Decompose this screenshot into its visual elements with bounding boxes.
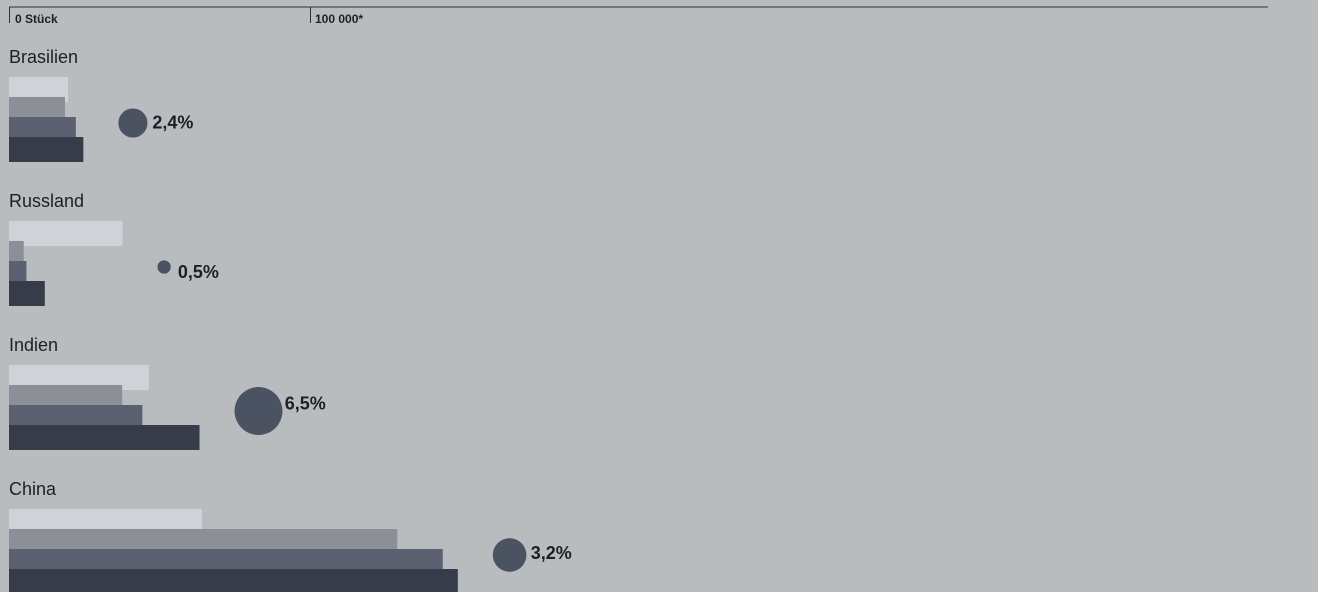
bar-russland-3 (9, 261, 27, 286)
country-label-indien: Indien (9, 335, 58, 355)
percent-label-russland: 0,5% (178, 262, 219, 282)
country-groups: Brasilien 2,4% Russland 0,5% Indien 6,5% China… (9, 47, 572, 592)
bar-russland-4 (9, 281, 45, 306)
country-group-russland: Russland 0,5% (9, 191, 219, 306)
scale-label-zero: 0 Stück (15, 12, 58, 26)
bubble-indien (234, 387, 283, 435)
bar-brasilien-4 (9, 137, 84, 162)
country-label-russland: Russland (9, 191, 84, 211)
bubble-brasilien (118, 108, 148, 138)
scale-label-max: 100 000* (315, 12, 363, 26)
country-group-indien: Indien 6,5% (9, 335, 326, 450)
bubble-china (492, 538, 527, 572)
bar-china-4 (9, 569, 458, 592)
country-group-china: China 3,2% (9, 479, 572, 592)
percent-label-china: 3,2% (531, 543, 572, 563)
bar-russland-2 (9, 241, 24, 266)
country-group-brasilien: Brasilien 2,4% (9, 47, 193, 162)
bar-indien-4 (9, 425, 200, 450)
bubble-russland (157, 260, 171, 274)
country-label-china: China (9, 479, 57, 499)
percent-label-indien: 6,5% (285, 394, 326, 414)
bar-russland-1 (9, 221, 123, 246)
scale-axis: 0 Stück 100 000* (9, 6, 1268, 26)
country-label-brasilien: Brasilien (9, 47, 78, 67)
percent-label-brasilien: 2,4% (152, 113, 193, 133)
